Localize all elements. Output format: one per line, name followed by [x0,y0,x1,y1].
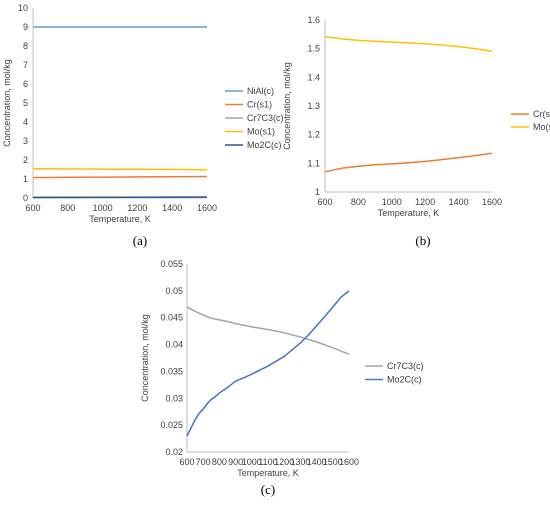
y-tick-label: 1.6 [307,15,320,25]
series-line [186,290,350,437]
legend-label: Mo2C(c) [247,140,282,150]
y-tick-label: 0.045 [160,313,183,323]
legend-label: Cr(s1) [247,100,272,110]
y-axis-title: Concentration, mol/kg [2,59,12,147]
chart-b: 1 1.1 1.2 1.3 1.4 1.5 1.6 600 800 1000 1200 1400 160… [282,15,550,248]
y-tick-label: 5 [23,98,28,108]
x-tick-label: 1000 [93,203,113,213]
series-line [32,196,208,199]
x-tick-label: 1500 [323,457,343,467]
y-axis-title: Concentration, mol/kg [140,314,150,402]
y-tick-label: 7 [23,60,28,70]
y-tick-label: 10 [18,3,28,13]
legend-label: Mo(s1) [247,127,275,137]
x-tick-label: 600 [179,457,194,467]
x-tick-label: 800 [351,197,366,207]
y-tick-label: 1 [23,174,28,184]
y-axis-title: Concentration, mol/kg [282,62,292,150]
y-tick-label: 0.03 [165,393,183,403]
x-tick-label: 1000 [382,197,402,207]
x-tick-label: 1400 [449,197,469,207]
x-tick-label: 1600 [482,197,502,207]
y-tick-label: 1.2 [307,130,320,140]
y-tick-label: 0.055 [160,259,183,269]
y-tick-label: 0.05 [165,286,183,296]
x-tick-label: 600 [317,197,332,207]
x-tick-label: 600 [25,203,40,213]
series-line [186,306,350,355]
y-tick-label: 6 [23,79,28,89]
y-tick-label: 0.02 [165,447,183,457]
y-tick-label: 3 [23,136,28,146]
series-line [324,35,493,52]
x-tick-label: 1000 [242,457,262,467]
legend-label: Cr(s1) [533,109,550,119]
legend-label: Cr7C3(c) [387,361,424,371]
x-tick-label: 1400 [307,457,327,467]
x-axis-title: Temperature, K [89,214,151,224]
legend-label: Cr7C3(c) [247,113,284,123]
x-tick-label: 1200 [415,197,435,207]
x-tick-label: 800 [212,457,227,467]
chart-c: 0.02 0.025 0.03 0.035 0.04 0.045 0.05 0.055 600 7… [140,259,424,497]
x-tick-label: 1400 [162,203,182,213]
y-tick-label: 1.5 [307,44,320,54]
y-tick-label: 9 [23,22,28,32]
chart-a: 0 1 2 3 4 5 6 7 8 9 10 600 800 1000 1200 1400 1600 Temper… [2,3,284,248]
y-tick-label: 2 [23,155,28,165]
panel-label: (a) [133,233,147,248]
x-tick-label: 1200 [274,457,294,467]
y-tick-label: 1.3 [307,101,320,111]
x-axis-title: Temperature, K [237,468,299,478]
x-tick-label: 1100 [258,457,277,467]
x-tick-label: 1300 [290,457,310,467]
series-line [324,152,493,173]
y-tick-label: 0 [23,193,28,203]
y-tick-label: 0.035 [160,366,183,376]
legend-label: Mo(s1) [533,122,550,132]
x-tick-label: 1600 [339,457,359,467]
y-tick-label: 8 [23,41,28,51]
y-tick-label: 0.025 [160,420,183,430]
y-tick-label: 4 [23,117,28,127]
y-tick-label: 1.4 [307,72,320,82]
series-line [32,167,208,171]
x-tick-label: 1600 [197,203,217,213]
x-tick-label: 1200 [127,203,147,213]
x-tick-label: 800 [60,203,75,213]
legend-label: Mo2C(c) [387,375,422,385]
series-line [32,175,208,179]
y-tick-label: 1.1 [307,158,320,168]
x-axis-title: Temperature, K [378,208,440,218]
x-tick-label: 900 [228,457,243,467]
panel-label: (b) [415,233,430,248]
x-tick-label: 700 [196,457,211,467]
y-tick-label: 0.04 [165,340,183,350]
y-tick-label: 1 [315,187,320,197]
legend-label: NiAl(c) [247,86,274,96]
panel-label: (c) [261,482,275,497]
